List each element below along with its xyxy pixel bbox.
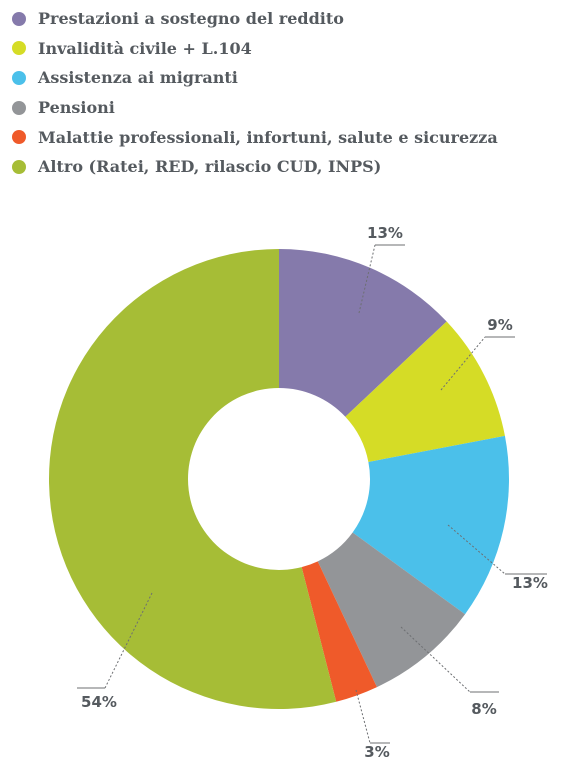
- data-label: 13%: [512, 574, 548, 592]
- data-label: 8%: [471, 700, 496, 718]
- data-label: 54%: [81, 693, 117, 711]
- data-label: 13%: [367, 224, 403, 242]
- leader-line: [356, 690, 370, 743]
- data-label: 9%: [487, 316, 512, 334]
- data-label: 3%: [364, 743, 389, 761]
